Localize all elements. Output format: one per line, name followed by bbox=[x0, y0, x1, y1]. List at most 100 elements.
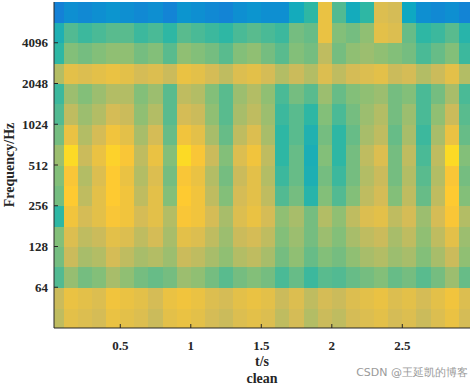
cell bbox=[233, 226, 248, 247]
cell bbox=[388, 185, 403, 206]
cell bbox=[431, 124, 446, 145]
cell bbox=[318, 63, 333, 84]
cell bbox=[177, 247, 192, 268]
cell bbox=[148, 22, 163, 43]
cell bbox=[54, 43, 64, 64]
cell bbox=[134, 206, 149, 227]
cell bbox=[54, 2, 64, 23]
cell bbox=[92, 104, 107, 125]
cell bbox=[247, 247, 262, 268]
cell bbox=[416, 2, 431, 23]
cell bbox=[148, 2, 163, 23]
cell bbox=[388, 104, 403, 125]
cell bbox=[54, 145, 64, 166]
cell bbox=[374, 308, 389, 328]
cell bbox=[64, 145, 79, 166]
cell bbox=[191, 267, 206, 288]
cell bbox=[318, 287, 333, 308]
cell bbox=[134, 247, 149, 268]
cell bbox=[402, 165, 417, 186]
cell bbox=[445, 287, 460, 308]
cell bbox=[92, 185, 107, 206]
cell bbox=[374, 206, 389, 227]
cell bbox=[275, 145, 290, 166]
cell bbox=[247, 185, 262, 206]
cell bbox=[304, 124, 319, 145]
cell bbox=[318, 104, 333, 125]
cell bbox=[431, 145, 446, 166]
cell bbox=[402, 226, 417, 247]
cell bbox=[233, 165, 248, 186]
cell bbox=[120, 124, 135, 145]
cell bbox=[416, 287, 431, 308]
cell bbox=[54, 308, 64, 328]
cell bbox=[64, 104, 79, 125]
x-tick bbox=[190, 324, 191, 328]
cell bbox=[54, 287, 64, 308]
chart: 0.511.522.564128256512102420484096Freque… bbox=[0, 0, 474, 387]
cell bbox=[134, 43, 149, 64]
y-tick-label: 4096 bbox=[22, 35, 49, 50]
cell bbox=[191, 104, 206, 125]
cell bbox=[459, 63, 470, 84]
cell bbox=[445, 124, 460, 145]
cell bbox=[332, 84, 347, 105]
cell bbox=[78, 104, 93, 125]
cell bbox=[163, 308, 178, 328]
cell bbox=[219, 226, 234, 247]
cell bbox=[459, 43, 470, 64]
cell bbox=[431, 104, 446, 125]
cell bbox=[247, 63, 262, 84]
cell bbox=[304, 226, 319, 247]
cell bbox=[360, 226, 375, 247]
cell bbox=[120, 226, 135, 247]
cell bbox=[134, 2, 149, 23]
cell bbox=[289, 124, 304, 145]
cell bbox=[402, 206, 417, 227]
cell bbox=[275, 247, 290, 268]
cell bbox=[374, 2, 389, 23]
cell bbox=[233, 63, 248, 84]
cell bbox=[275, 185, 290, 206]
cell bbox=[431, 84, 446, 105]
cell bbox=[445, 185, 460, 206]
cell bbox=[134, 145, 149, 166]
cell bbox=[431, 2, 446, 23]
cell bbox=[304, 63, 319, 84]
x-tick-label: 1 bbox=[188, 338, 195, 353]
cell bbox=[374, 185, 389, 206]
cell bbox=[78, 2, 93, 23]
cell bbox=[205, 226, 220, 247]
cell bbox=[64, 185, 79, 206]
cell bbox=[402, 287, 417, 308]
cell bbox=[261, 308, 276, 328]
cell bbox=[120, 267, 135, 288]
cell bbox=[431, 247, 446, 268]
cell bbox=[92, 206, 107, 227]
cell bbox=[92, 2, 107, 23]
cell bbox=[78, 247, 93, 268]
cell bbox=[78, 308, 93, 328]
cell bbox=[205, 104, 220, 125]
cell bbox=[332, 267, 347, 288]
cell bbox=[54, 247, 64, 268]
y-tick bbox=[54, 246, 58, 247]
cell bbox=[163, 63, 178, 84]
cell bbox=[261, 267, 276, 288]
cell bbox=[233, 43, 248, 64]
cell bbox=[318, 185, 333, 206]
cell bbox=[275, 226, 290, 247]
cell bbox=[431, 267, 446, 288]
cell bbox=[64, 308, 79, 328]
cell bbox=[191, 43, 206, 64]
cell bbox=[459, 185, 470, 206]
cell bbox=[318, 206, 333, 227]
cell bbox=[360, 185, 375, 206]
cell bbox=[92, 43, 107, 64]
cell bbox=[416, 247, 431, 268]
cell bbox=[134, 22, 149, 43]
cell bbox=[177, 267, 192, 288]
cell bbox=[134, 287, 149, 308]
cell bbox=[416, 22, 431, 43]
cell bbox=[388, 43, 403, 64]
